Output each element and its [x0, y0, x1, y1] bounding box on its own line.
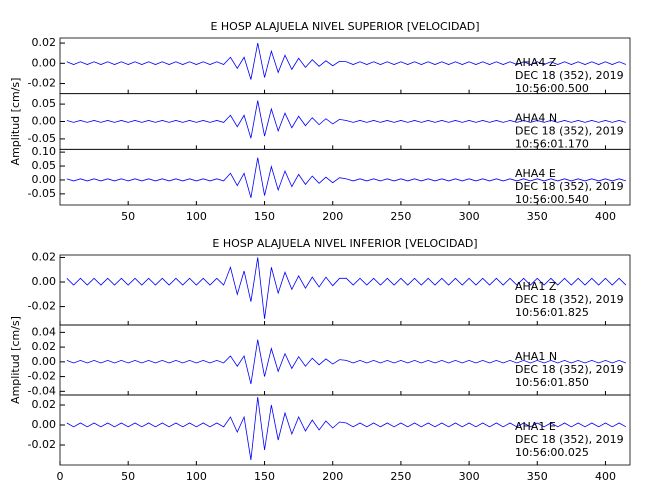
y-tick-label: -0.02 — [28, 300, 56, 313]
y-axis-label: Amplitud [cm/s] — [9, 78, 22, 166]
panel-frame — [59, 148, 631, 206]
x-tick-label: 300 — [459, 210, 480, 223]
y-tick-label: 0.00 — [32, 115, 57, 128]
y-tick-label: -0.05 — [28, 187, 56, 200]
date-label: DEC 18 (352), 2019 — [515, 125, 624, 138]
y-tick-label: 0.05 — [32, 159, 57, 172]
x-tick-label: 400 — [595, 210, 616, 223]
time-label: 10:56:00.540 — [515, 193, 589, 206]
y-tick-label: -0.02 — [28, 77, 56, 90]
y-tick-label: -0.05 — [28, 132, 56, 145]
y-tick-label: -0.04 — [28, 384, 56, 397]
waveform — [66, 100, 627, 139]
x-tick-label: 200 — [322, 470, 343, 483]
y-tick-label: -0.02 — [28, 370, 56, 383]
time-label: 10:56:01.850 — [515, 376, 589, 389]
time-label: 10:56:01.170 — [515, 138, 589, 151]
y-tick-label: 0.00 — [32, 355, 57, 368]
x-tick-label: 350 — [527, 470, 548, 483]
chart-title: E HOSP ALAJUELA NIVEL SUPERIOR [VELOCIDA… — [210, 20, 479, 33]
date-label: DEC 18 (352), 2019 — [515, 69, 624, 82]
y-tick-label: 0.00 — [32, 56, 57, 69]
x-tick-label: 400 — [595, 470, 616, 483]
x-tick-label: 0 — [57, 470, 64, 483]
station-label: AHA4 N — [515, 112, 557, 125]
date-label: DEC 18 (352), 2019 — [515, 180, 624, 193]
time-label: 10:56:00.025 — [515, 446, 589, 459]
date-label: DEC 18 (352), 2019 — [515, 433, 624, 446]
y-tick-label: 0.05 — [32, 97, 57, 110]
date-label: DEC 18 (352), 2019 — [515, 293, 624, 306]
date-label: DEC 18 (352), 2019 — [515, 363, 624, 376]
x-tick-label: 200 — [322, 210, 343, 223]
x-tick-label: 100 — [186, 210, 207, 223]
station-label: AHA1 N — [515, 350, 557, 363]
y-tick-label: 0.02 — [32, 398, 57, 411]
x-tick-label: 50 — [121, 210, 135, 223]
y-axis-label: Amplitud [cm/s] — [9, 316, 22, 404]
x-tick-label: 150 — [254, 470, 275, 483]
chart-title: E HOSP ALAJUELA NIVEL INFERIOR [VELOCIDA… — [212, 237, 477, 250]
y-tick-label: 0.00 — [32, 173, 57, 186]
x-tick-label: 250 — [390, 470, 411, 483]
x-tick-label: 250 — [390, 210, 411, 223]
time-label: 10:56:00.500 — [515, 82, 589, 95]
y-tick-label: 0.00 — [32, 275, 57, 288]
x-tick-label: 150 — [254, 210, 275, 223]
y-tick-label: -0.02 — [28, 438, 56, 451]
time-label: 10:56:01.825 — [515, 306, 589, 319]
x-tick-label: 300 — [459, 470, 480, 483]
y-tick-label: 0.02 — [32, 36, 57, 49]
waveform — [66, 257, 627, 319]
y-tick-label: 0.10 — [32, 145, 57, 158]
x-tick-label: 50 — [121, 470, 135, 483]
waveform — [66, 42, 627, 80]
station-label: AHA4 E — [515, 167, 556, 180]
waveform — [66, 157, 627, 198]
station-label: AHA1 Z — [515, 280, 557, 293]
station-label: AHA1 E — [515, 420, 556, 433]
station-label: AHA4 Z — [515, 56, 557, 69]
y-tick-label: 0.04 — [32, 325, 57, 338]
y-tick-label: 0.02 — [32, 340, 57, 353]
x-tick-label: 100 — [186, 470, 207, 483]
waveform — [66, 339, 627, 385]
panel-frame — [59, 394, 631, 466]
y-tick-label: 0.00 — [32, 418, 57, 431]
waveform — [66, 396, 627, 461]
y-tick-label: 0.02 — [32, 250, 57, 263]
x-tick-label: 350 — [527, 210, 548, 223]
